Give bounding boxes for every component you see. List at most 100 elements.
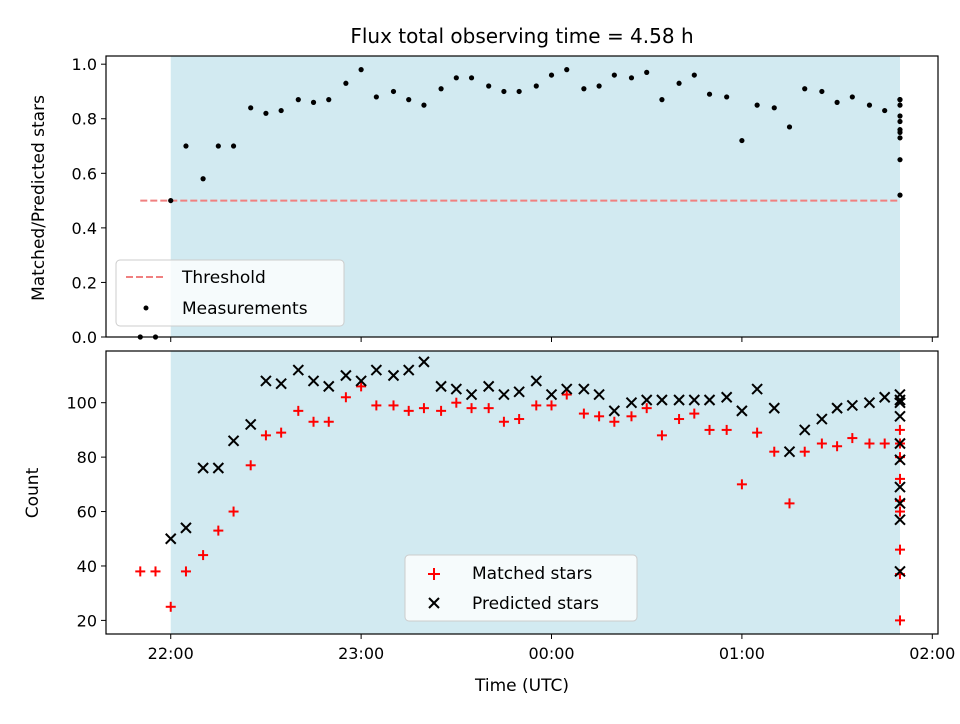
- measurement-point: [183, 143, 189, 149]
- matched-point: [689, 408, 700, 419]
- predicted-point: [450, 383, 463, 395]
- predicted-point: [561, 383, 573, 395]
- x-tick-label: 22:00: [148, 644, 194, 663]
- matched-point: [736, 479, 747, 490]
- matched-point: [180, 566, 191, 577]
- predicted-point: [720, 391, 733, 403]
- measurement-point: [596, 83, 602, 89]
- predicted-point: [370, 364, 383, 376]
- matched-point: [847, 433, 858, 444]
- matched-point: [213, 525, 224, 536]
- measurement-point: [343, 80, 349, 86]
- matched-point: [308, 416, 319, 427]
- predicted-point: [736, 405, 748, 417]
- predicted-point: [307, 375, 320, 387]
- matched-point: [561, 389, 572, 400]
- predicted-point: [831, 402, 843, 414]
- matched-point: [674, 414, 685, 425]
- predicted-point: [578, 383, 590, 395]
- predicted-point: [403, 364, 415, 376]
- y-tick-label: 40: [77, 557, 97, 576]
- matched-point: [879, 438, 890, 449]
- matched-point: [466, 403, 477, 414]
- matched-point: [436, 405, 447, 416]
- matched-point: [403, 405, 414, 416]
- matched-point: [752, 427, 763, 438]
- predicted-point: [498, 388, 510, 401]
- predicted-point: [894, 396, 906, 409]
- matched-point: [150, 566, 161, 577]
- predicted-point: [816, 413, 828, 425]
- predicted-point: [799, 424, 811, 436]
- measurement-point: [421, 102, 427, 108]
- predicted-point: [894, 514, 906, 526]
- measurement-point: [200, 176, 206, 182]
- measurement-point: [453, 75, 459, 81]
- matched-point: [371, 400, 382, 411]
- measurement-point: [676, 80, 682, 86]
- measurement-point: [390, 88, 397, 95]
- y-tick-label: 0.6: [72, 164, 97, 183]
- y-tick-label: 0.0: [72, 328, 97, 347]
- chart-title: Flux total observing time = 4.58 h: [350, 24, 693, 48]
- matched-point: [784, 498, 795, 509]
- y-tick-label: 80: [77, 448, 97, 467]
- ratio-y-axis-label: Matched/Predicted stars: [29, 95, 49, 301]
- matched-point: [356, 381, 367, 392]
- matched-point: [594, 411, 605, 422]
- matched-point: [340, 392, 351, 403]
- y-tick-label: 20: [77, 611, 97, 630]
- predicted-point: [418, 356, 430, 368]
- measurement-point: [897, 97, 903, 103]
- predicted-point: [846, 399, 859, 412]
- measurements-legend-label: Measurements: [182, 299, 308, 319]
- measurement-point: [897, 118, 903, 125]
- predicted-point: [656, 394, 668, 406]
- measurement-point: [533, 83, 539, 89]
- y-tick-label: 0.4: [72, 219, 97, 238]
- measurement-point: [706, 91, 713, 97]
- matched-point: [135, 566, 146, 577]
- predicted-point: [894, 410, 906, 423]
- measurement-point: [438, 86, 444, 92]
- y-tick-label: 0.8: [72, 110, 97, 129]
- count-y-axis-label: Count: [23, 467, 43, 518]
- predicted-point: [863, 396, 876, 409]
- matched-point: [165, 601, 176, 612]
- count-legend: Matched stars Predicted stars: [404, 554, 638, 622]
- predicted-point: [688, 394, 701, 406]
- predicted-point: [894, 454, 906, 466]
- predicted-point: [482, 380, 495, 393]
- measurement-point: [628, 75, 635, 81]
- matched-point: [832, 441, 843, 452]
- matched-point: [498, 416, 509, 427]
- matched-point: [451, 397, 462, 408]
- matched-point: [578, 408, 589, 419]
- predicted-point: [530, 375, 542, 387]
- measurement-point: [754, 102, 760, 108]
- matched-point: [388, 400, 399, 411]
- y-tick-label: 60: [77, 503, 97, 522]
- x-tick-label: 02:00: [909, 644, 955, 663]
- y-tick-label: 1.0: [72, 55, 97, 74]
- y-tick-label: 0.2: [72, 273, 97, 292]
- predicted-legend-marker: [428, 597, 440, 609]
- x-axis-label: Time (UTC): [474, 676, 569, 696]
- measurement-point: [739, 137, 745, 144]
- x-tick-label: 00:00: [528, 644, 574, 663]
- matched-point: [228, 506, 239, 517]
- measurement-point: [248, 105, 254, 111]
- measurement-point: [548, 72, 555, 78]
- predicted-point: [894, 565, 906, 578]
- matched-stars-series: [135, 381, 905, 626]
- measurement-point: [295, 97, 301, 103]
- predicted-point: [340, 369, 352, 382]
- axes-frame: [105, 350, 939, 635]
- predicted-point: [593, 388, 605, 401]
- measurement-point: [897, 129, 903, 135]
- predicted-point: [894, 497, 906, 510]
- x-tick-label: 23:00: [338, 644, 384, 663]
- predicted-point: [625, 396, 638, 409]
- matched-point: [816, 438, 827, 449]
- predicted-stars-series: [165, 356, 906, 578]
